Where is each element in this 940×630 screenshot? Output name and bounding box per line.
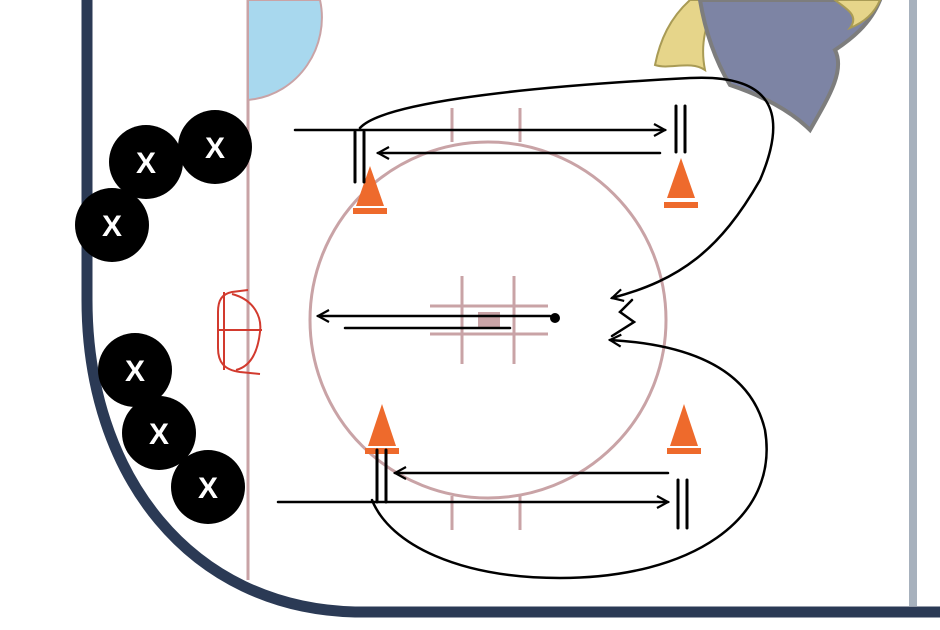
player-token: X <box>122 396 196 470</box>
rink-boards <box>81 0 940 618</box>
cone-icon <box>353 166 387 214</box>
player-label: X <box>198 472 218 505</box>
player-token: X <box>75 188 149 262</box>
faceoff-circle <box>308 140 668 500</box>
player-label: X <box>205 132 225 165</box>
player-token: X <box>109 125 183 199</box>
puck-icon <box>550 313 560 323</box>
top-loop-path <box>358 76 775 298</box>
faceoff-dot <box>478 312 500 328</box>
team-logo-icon <box>653 0 883 134</box>
cone-icon <box>365 404 399 454</box>
player-label: X <box>125 355 145 388</box>
bottom-loop-path <box>370 340 768 580</box>
player-token: X <box>98 333 172 407</box>
drill-paths <box>276 76 775 580</box>
faceoff-dot-markings <box>430 276 548 364</box>
player-label: X <box>136 147 156 180</box>
player-label: X <box>149 418 169 451</box>
shot-zigzag <box>610 298 637 338</box>
player-token: X <box>171 450 245 524</box>
cone-icon <box>664 158 698 208</box>
player-label: X <box>102 210 122 243</box>
cone-icon <box>667 404 701 454</box>
goal-crease <box>247 0 323 102</box>
goal-net-icon <box>217 289 262 375</box>
player-token: X <box>178 110 252 184</box>
